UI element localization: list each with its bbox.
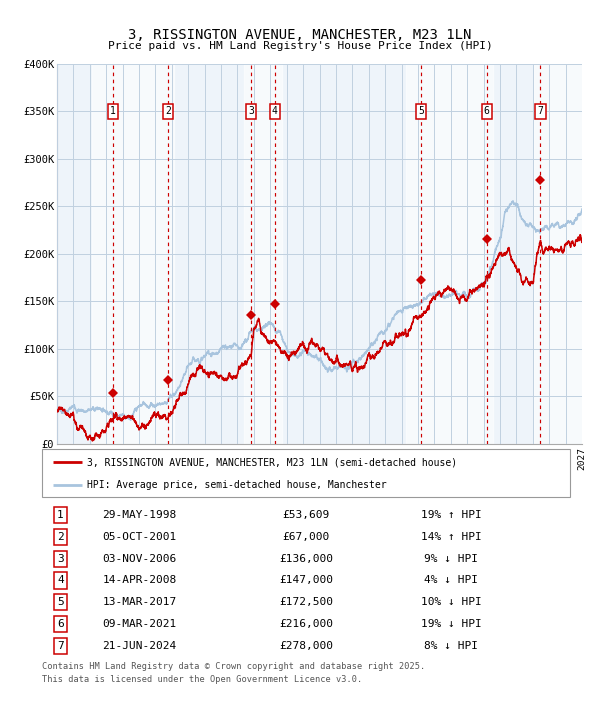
Text: £278,000: £278,000 [279,641,333,651]
Text: 3, RISSINGTON AVENUE, MANCHESTER, M23 1LN: 3, RISSINGTON AVENUE, MANCHESTER, M23 1L… [128,28,472,43]
Text: 7: 7 [538,106,544,116]
Text: £136,000: £136,000 [279,554,333,564]
Text: 9% ↓ HPI: 9% ↓ HPI [424,554,478,564]
Text: HPI: Average price, semi-detached house, Manchester: HPI: Average price, semi-detached house,… [87,480,386,490]
Text: 3, RISSINGTON AVENUE, MANCHESTER, M23 1LN (semi-detached house): 3, RISSINGTON AVENUE, MANCHESTER, M23 1L… [87,457,457,467]
Text: 1: 1 [57,510,64,520]
Text: 3: 3 [57,554,64,564]
Text: 5: 5 [418,106,424,116]
FancyBboxPatch shape [42,449,570,497]
Text: 4: 4 [272,106,278,116]
Text: 09-MAR-2021: 09-MAR-2021 [103,619,177,629]
Text: £53,609: £53,609 [283,510,329,520]
Text: 14-APR-2008: 14-APR-2008 [103,575,177,586]
Text: 1: 1 [110,106,116,116]
Text: 13-MAR-2017: 13-MAR-2017 [103,597,177,607]
Bar [244,64,282,444]
Text: 6: 6 [57,619,64,629]
Bar [92,64,175,444]
Text: £216,000: £216,000 [279,619,333,629]
Text: 29-MAY-1998: 29-MAY-1998 [103,510,177,520]
Text: 6: 6 [484,106,490,116]
Bar [406,64,493,444]
Text: This data is licensed under the Open Government Licence v3.0.: This data is licensed under the Open Gov… [42,674,362,684]
Text: 8% ↓ HPI: 8% ↓ HPI [424,641,478,651]
Text: 2: 2 [165,106,171,116]
Text: 10% ↓ HPI: 10% ↓ HPI [421,597,482,607]
Text: 3: 3 [248,106,254,116]
Text: 14% ↑ HPI: 14% ↑ HPI [421,532,482,542]
Text: 4: 4 [57,575,64,586]
Text: £67,000: £67,000 [283,532,329,542]
Text: 05-OCT-2001: 05-OCT-2001 [103,532,177,542]
Text: £147,000: £147,000 [279,575,333,586]
Text: Price paid vs. HM Land Registry's House Price Index (HPI): Price paid vs. HM Land Registry's House … [107,41,493,51]
Bar [534,64,582,444]
Text: Contains HM Land Registry data © Crown copyright and database right 2025.: Contains HM Land Registry data © Crown c… [42,662,425,671]
Text: 5: 5 [57,597,64,607]
Text: 19% ↓ HPI: 19% ↓ HPI [421,619,482,629]
Text: 7: 7 [57,641,64,651]
Text: 21-JUN-2024: 21-JUN-2024 [103,641,177,651]
Text: 2: 2 [57,532,64,542]
Text: 03-NOV-2006: 03-NOV-2006 [103,554,177,564]
Text: 4% ↓ HPI: 4% ↓ HPI [424,575,478,586]
Text: £172,500: £172,500 [279,597,333,607]
Text: 19% ↑ HPI: 19% ↑ HPI [421,510,482,520]
